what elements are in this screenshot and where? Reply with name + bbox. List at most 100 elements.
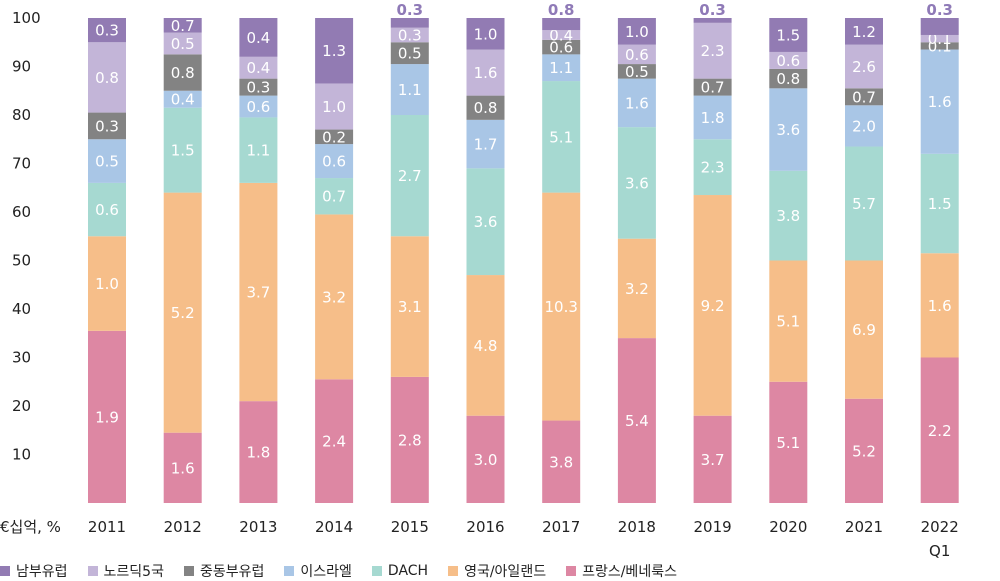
bar-value-label: 10.3 [544,298,577,316]
bar-value-label: 0.5 [625,63,649,81]
y-tick-label: 60 [12,203,31,221]
bar-segment [88,330,126,503]
bar-value-label: 1.3 [322,42,346,60]
bar-stack-2013: 1.8 3.7 1.1 0.60.3 0.4 0.4 [239,18,278,503]
y-tick-label: 80 [12,106,31,124]
bar-value-label: 3.8 [549,453,573,471]
legend-swatch [566,566,577,576]
x-tick-label: 2015 [391,518,429,536]
bar-value-label: 0.7 [701,79,725,97]
bar-segment [617,127,656,239]
bar-segment [769,51,808,69]
bar-value-label: 0.6 [322,153,346,171]
bar-stack-2014: 2.4 3.2 0.7 0.6 0.2 1.0 1.3 [315,18,354,503]
bar-segment [239,95,278,118]
x-tick-label: 2019 [694,518,732,536]
bar-segment [315,214,354,380]
bar-value-label: 0.4 [246,59,270,77]
bar-stack-2015: 2.83.12.71.10.50.30.3 [390,1,429,503]
bar-value-label: 1.7 [474,136,498,154]
bar-value-label: 0.7 [852,88,876,106]
y-tick-label: 100 [12,9,41,27]
bar-segment [239,182,278,402]
bar-value-label: 3.0 [474,451,498,469]
bar-value-label: 1.0 [322,98,346,116]
bar-value-label: 3.1 [398,298,422,316]
bar-value-label: 5.7 [852,195,876,213]
bar-segment [390,376,429,503]
bar-segment [390,236,429,377]
bar-segment [542,30,581,40]
bar-segment [163,54,202,91]
bar-value-label: 5.4 [625,412,649,430]
bar-value-label: 3.6 [776,121,800,139]
bar-value-label: 1.2 [852,23,876,41]
bar-segment [693,195,732,416]
bar-stack-2022: 2.21.61.51.60.10.10.3 [920,1,959,503]
bar-segment [617,238,656,339]
bar-segment [617,338,656,503]
bar-segment [769,381,808,503]
bar-value-label: 1.0 [474,25,498,43]
legend-swatch [87,566,98,576]
bar-value-label: 9.2 [701,297,725,315]
legend-item: DACH [371,563,428,579]
bar-value-label: 4.8 [474,337,498,355]
bar-value-label: 2.2 [928,422,952,440]
bar-segment [466,49,505,96]
x-tick-label: 2011 [88,518,126,536]
x-tick-label: 2022 [921,518,959,536]
bar-value-label: 5.1 [549,128,573,146]
bar-segment [239,401,278,503]
y-axis: 10 20 30 40 50 60 70 80 90 100 [12,9,41,464]
bar-value-label: 3.6 [474,213,498,231]
bar-segment [845,44,883,89]
legend-label: 프랑스/베네룩스 [582,564,677,580]
bar-value-label: 5.2 [852,442,876,460]
bar-value-label: 0.6 [625,46,649,64]
bar-value-label: 0.5 [171,35,195,53]
y-tick-label: 30 [12,349,31,367]
bar-segment [88,112,126,140]
bar-segment [920,357,959,503]
bar-segment [920,34,959,43]
bar-segment [693,415,732,503]
bar-value-label: 1.6 [625,94,649,112]
y-tick-label: 20 [12,397,31,415]
legend-swatch [183,566,194,576]
bar-value-label: 0.2 [322,128,346,146]
y-tick-label: 50 [12,252,31,270]
bar-value-label: 1.8 [701,109,725,127]
bar-stack-2019: 3.7 9.2 2.3 1.8 0.7 2.3 0.3 [693,1,732,503]
bar-segment [845,398,883,503]
bar-value-label: 3.6 [625,174,649,192]
bar-value-label: 3.8 [776,207,800,225]
bar-segment [315,178,354,215]
bar-segment [542,81,581,193]
bar-segment [315,144,354,179]
bar-segment [617,78,656,128]
bar-segment [315,129,354,145]
bar-segment [845,88,883,106]
bar-segment [390,42,429,65]
bar-value-label: 0.5 [95,153,119,171]
bar-segment [542,54,581,82]
legend-swatch [371,566,382,576]
bar-stack-2021: 5.2 6.9 5.7 2.0 0.7 2.6 1.2 [845,18,883,503]
y-tick-label: 40 [12,300,31,318]
bar-value-label: 1.6 [474,64,498,82]
bar-segment [390,64,429,115]
legend-item: 노르딕5국 [87,561,164,581]
bar-value-label: 2.3 [701,42,725,60]
bar-segment [88,42,126,113]
bar-segment [693,95,732,140]
bar-segment [769,88,808,171]
bar-segment [920,42,959,50]
bar-segment [769,18,808,52]
legend-item: 영국/아일랜드 [448,561,546,581]
bar-value-label: 3.7 [246,284,270,302]
x-axis: 2011 2012 2013 2014 2015 2016 2017 2018 2019 2020… [88,518,959,560]
bar-segment [239,117,278,183]
bar-value-label: 1.1 [549,59,573,77]
bar-value-label: 0.7 [322,188,346,206]
